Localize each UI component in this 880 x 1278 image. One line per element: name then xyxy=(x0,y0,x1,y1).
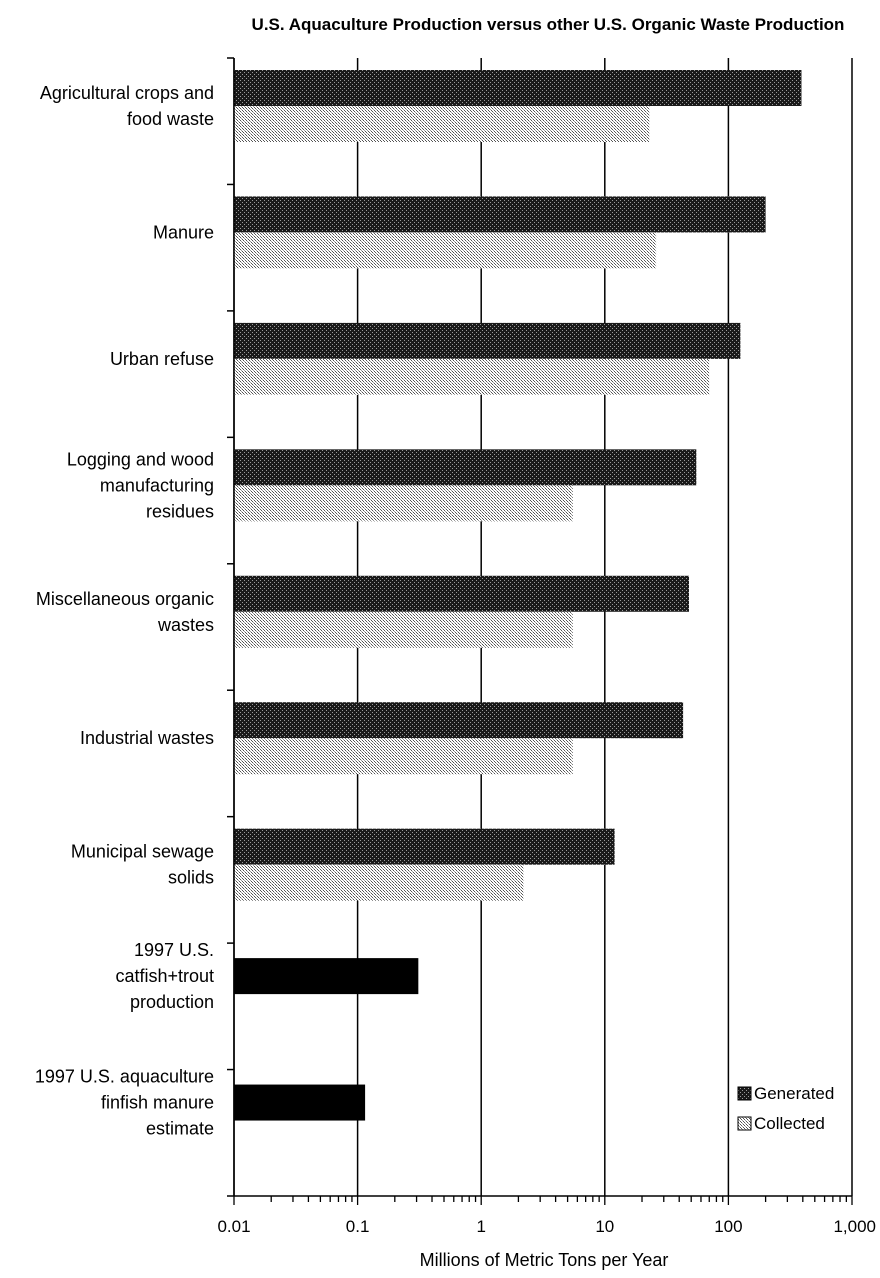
x-tick-label-2: 1 xyxy=(476,1217,485,1236)
category-label-3-1: manufacturing xyxy=(100,475,214,495)
x-tick-label-5: 1,000 xyxy=(833,1217,876,1236)
category-label-8-0: 1997 U.S. aquaculture xyxy=(35,1067,214,1087)
category-label-3-0: Logging and wood xyxy=(67,449,214,469)
category-label-5-0: Industrial wastes xyxy=(80,728,214,748)
bar-4-0 xyxy=(234,575,690,612)
bar-1-0 xyxy=(234,196,766,233)
legend-label-1: Collected xyxy=(754,1114,825,1133)
chart-title: U.S. Aquaculture Production versus other… xyxy=(252,15,845,34)
bar-0-0 xyxy=(234,70,802,106)
x-axis-label: Millions of Metric Tons per Year xyxy=(420,1250,669,1270)
legend-swatch-1 xyxy=(737,1116,752,1131)
x-tick-label-0: 0.01 xyxy=(217,1217,250,1236)
bar-3-0 xyxy=(234,449,697,486)
category-label-2-0: Urban refuse xyxy=(110,349,214,369)
bar-2-0 xyxy=(234,322,741,359)
category-label-0-0: Agricultural crops and xyxy=(40,83,214,103)
bar-3-1 xyxy=(234,485,573,522)
category-label-7-0: 1997 U.S. xyxy=(134,940,214,960)
x-tick-labels: 0.01 0.1 1 10 100 1,000 xyxy=(217,1217,876,1236)
category-label-7-1: catfish+trout xyxy=(115,966,214,986)
x-tick-label-3: 10 xyxy=(595,1217,614,1236)
bar-5-1 xyxy=(234,738,573,775)
bar-7-2 xyxy=(234,958,419,995)
category-label-7-2: production xyxy=(130,992,214,1012)
bar-4-1 xyxy=(234,611,573,648)
bar-6-1 xyxy=(234,864,524,901)
legend: Generated Collected xyxy=(737,1084,834,1133)
category-label-0-1: food waste xyxy=(127,109,214,129)
category-label-4-0: Miscellaneous organic xyxy=(36,589,214,609)
axes xyxy=(227,57,853,1205)
category-labels: Agricultural crops and food waste Manure Ur… xyxy=(35,83,214,1139)
category-label-8-2: estimate xyxy=(146,1119,214,1139)
bar-2-1 xyxy=(234,358,710,395)
category-label-1-0: Manure xyxy=(153,222,214,242)
bar-0-1 xyxy=(234,106,650,142)
legend-label-0: Generated xyxy=(754,1084,834,1103)
category-label-8-1: finfish manure xyxy=(101,1093,214,1113)
bar-6-0 xyxy=(234,828,615,865)
category-label-6-1: solids xyxy=(168,868,214,888)
bar-5-0 xyxy=(234,702,684,739)
bar-1-1 xyxy=(234,232,657,269)
legend-swatch-0 xyxy=(737,1086,752,1101)
bars xyxy=(234,70,802,1121)
bar-8-2 xyxy=(234,1084,366,1121)
category-label-6-0: Municipal sewage xyxy=(71,842,214,862)
category-label-3-2: residues xyxy=(146,501,214,521)
x-tick-label-1: 0.1 xyxy=(346,1217,370,1236)
x-tick-label-4: 100 xyxy=(714,1217,742,1236)
category-label-4-1: wastes xyxy=(157,615,214,635)
